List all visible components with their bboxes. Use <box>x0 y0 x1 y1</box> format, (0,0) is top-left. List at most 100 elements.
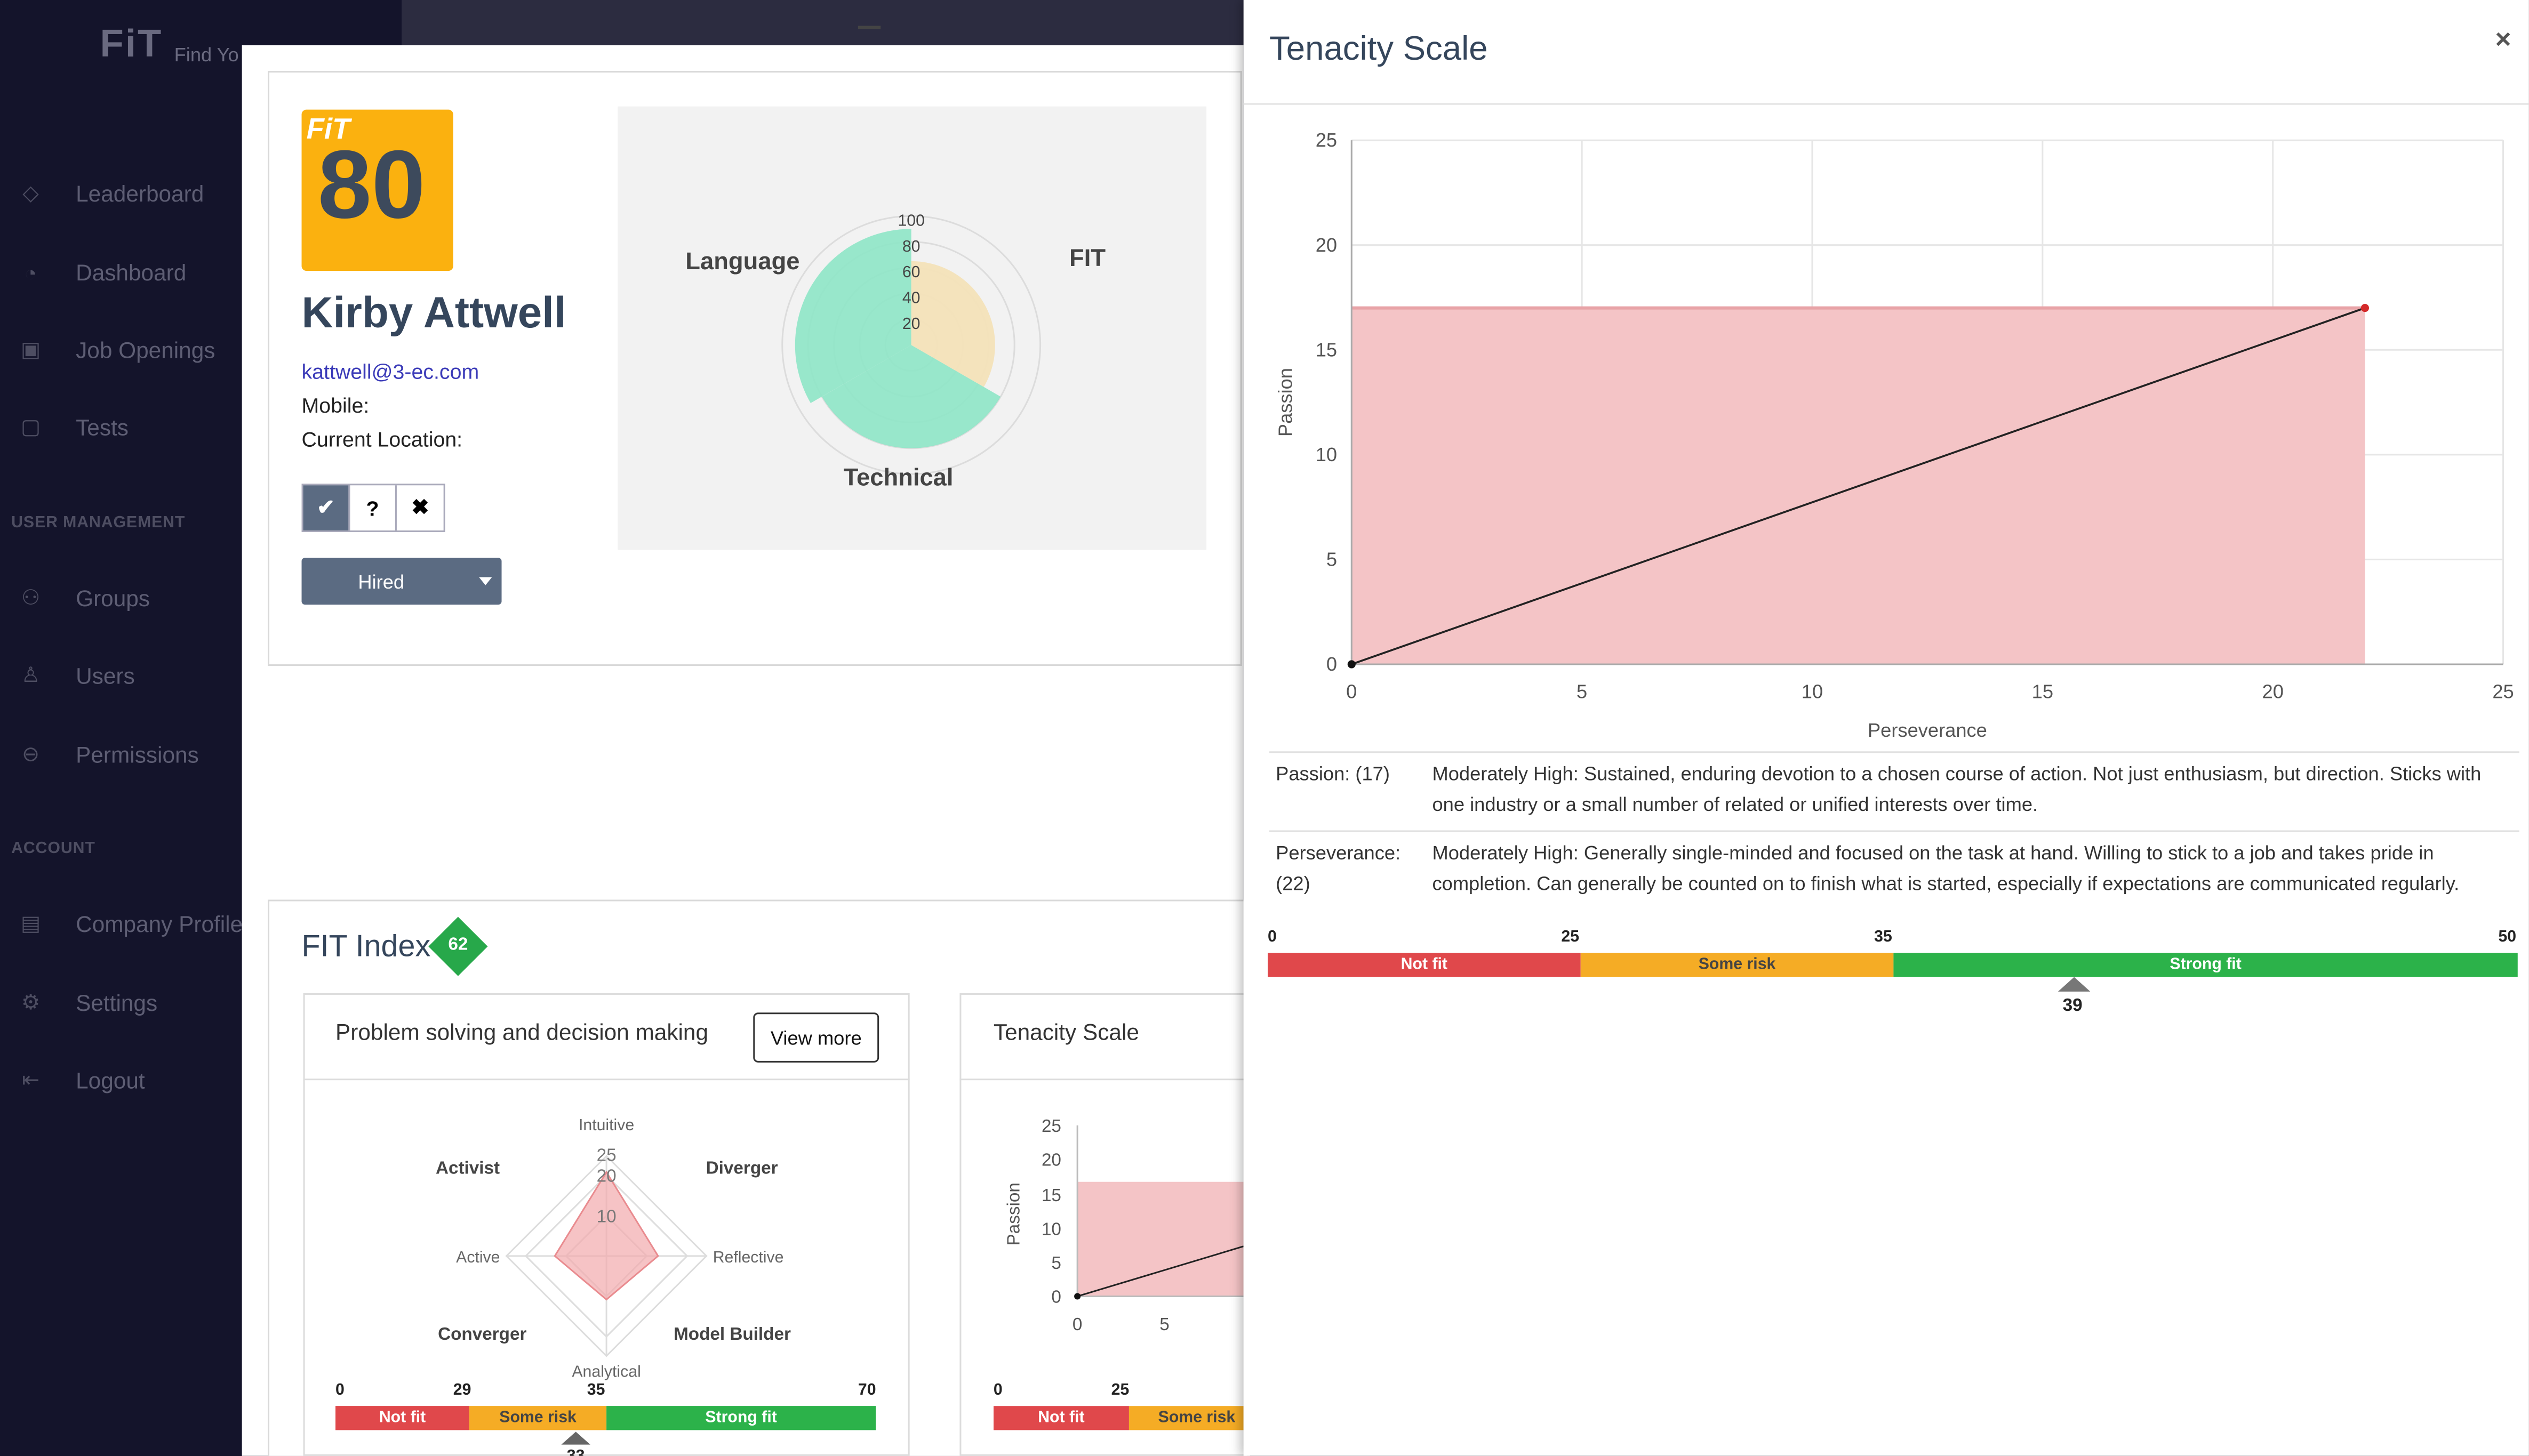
sidebar-item-label: Tests <box>76 414 129 440</box>
dashboard-icon: ◔ <box>24 260 37 285</box>
scale-tick: 50 <box>2498 928 2517 947</box>
quadrant-label-diverger: Diverger <box>706 1159 778 1178</box>
radar-area <box>554 1170 659 1301</box>
candidate-email-link[interactable]: kattwell@3-ec.com <box>301 359 479 384</box>
sidebar-item-settings[interactable]: ⚙ Settings <box>0 979 402 1027</box>
scale-tick: 0 <box>1268 928 1277 947</box>
radar-label-fit: FIT <box>1069 244 1106 271</box>
maybe-button[interactable]: ? <box>350 485 397 530</box>
radar-axis-label-active: Active <box>456 1249 500 1266</box>
x-tick-label: 25 <box>2492 680 2514 702</box>
scale-tick: 35 <box>1874 928 1892 947</box>
status-dropdown-value: Hired <box>358 570 405 593</box>
radar-label-language: Language <box>685 247 799 275</box>
sidebar-item-users[interactable]: ♙ Users <box>0 651 402 700</box>
app-logo-tagline: Find Yo <box>174 43 239 66</box>
quadrant-label-converger: Converger <box>438 1324 526 1344</box>
scale-segment-some-risk: Some risk <box>469 1406 607 1430</box>
fit-scale-bar: Not fit Some risk <box>993 1406 1244 1430</box>
modal-divider <box>1243 103 2529 105</box>
x-tick-label: 5 <box>1576 680 1587 702</box>
mini-y-axis-label: Passion <box>1004 1183 1023 1245</box>
reject-button[interactable]: ✖ <box>411 495 429 519</box>
status-dropdown[interactable]: Hired <box>301 558 502 605</box>
sidebar-item-label: Users <box>76 662 135 689</box>
x-tick-label: 0 <box>1346 680 1357 702</box>
sidebar-item-groups[interactable]: ⚇ Groups <box>0 574 402 623</box>
sidebar-item-dashboard[interactable]: ◔ Dashboard <box>0 248 402 297</box>
scale-tick: 35 <box>587 1381 605 1400</box>
sidebar-section-user-management: USER MANAGEMENT <box>11 514 186 532</box>
y-tick-label: 5 <box>1326 548 1337 570</box>
scale-marker-triangle <box>2058 977 2091 992</box>
y-axis-label: Passion <box>1274 368 1296 437</box>
description-value: Moderately High: Generally single-minded… <box>1432 841 2460 895</box>
tenacity-modal <box>1243 0 2529 1456</box>
logout-icon: ⇤ <box>21 1067 39 1092</box>
quadrant-label-activist: Activist <box>436 1159 500 1178</box>
scale-tick: 29 <box>453 1381 471 1400</box>
mini-y-tick: 0 <box>1051 1288 1061 1307</box>
problem-solving-title: Problem solving and decision making <box>335 1019 709 1045</box>
sidebar-item-company-profile[interactable]: ▤ Company Profile <box>0 900 402 948</box>
accept-button[interactable]: ✔ <box>303 485 350 530</box>
scale-segment-not-fit: Not fit <box>1268 953 1581 977</box>
lock-icon: ⊖ <box>21 742 39 766</box>
gear-icon: ⚙ <box>21 990 41 1015</box>
menu-icon[interactable] <box>858 26 881 29</box>
fit-scale-bar: Not fit Some risk Strong fit <box>335 1406 876 1430</box>
sidebar-item-tests[interactable]: ▢ Tests <box>0 403 402 452</box>
description-key: Passion: (17) <box>1276 762 1390 785</box>
scale-marker-icon: 39 <box>2058 977 2091 1014</box>
fit-index-badge: 62 <box>428 916 488 976</box>
sidebar-item-permissions[interactable]: ⊖ Permissions <box>0 730 402 779</box>
description-value: Moderately High: Sustained, enduring dev… <box>1432 762 2482 816</box>
scale-segment-some-risk: Some risk <box>1129 1406 1244 1430</box>
sidebar-item-leaderboard[interactable]: ◇ Leaderboard <box>0 170 402 218</box>
fit-index-score: 62 <box>448 935 468 955</box>
radar-tick-label: 40 <box>902 289 921 307</box>
app-logo: FiT <box>100 22 163 66</box>
mini-y-tick: 25 <box>1042 1116 1061 1136</box>
topbar <box>402 0 1244 45</box>
sidebar-item-label: Permissions <box>76 742 199 768</box>
data-point-score <box>2360 304 2370 312</box>
y-tick-label: 0 <box>1326 653 1337 675</box>
fit-scale-bar: Not fit Some risk Strong fit <box>1268 953 2518 977</box>
scale-tick: 25 <box>1561 928 1580 947</box>
fit-logo-text: FiT <box>306 112 350 146</box>
radar-tick-label: 80 <box>902 238 921 255</box>
sidebar-item-job-openings[interactable]: ▣ Job Openings <box>0 326 402 374</box>
sidebar-item-label: Logout <box>76 1067 145 1093</box>
radar-tick-label: 100 <box>898 212 924 229</box>
briefcase-icon: ▣ <box>20 337 41 361</box>
fit-index-title: FIT Index <box>301 930 431 964</box>
radar-axis-label-intuitive: Intuitive <box>579 1116 634 1134</box>
mini-y-tick: 20 <box>1042 1150 1061 1170</box>
problem-solving-radar: 25 20 10 Intuitive Reflective Analytical… <box>436 1116 791 1381</box>
mini-area <box>1077 1181 1244 1297</box>
description-key: Perseverance: (22) <box>1276 841 1401 895</box>
problem-solving-card-header <box>303 993 910 1081</box>
skills-radar-chart: 100 80 60 40 20 Language FIT Technical <box>685 212 1106 490</box>
scale-segment-not-fit: Not fit <box>993 1406 1129 1430</box>
scale-segment-strong-fit: Strong fit <box>606 1406 876 1430</box>
radar-segment-language <box>795 229 911 404</box>
tenacity-card-title: Tenacity Scale <box>993 1019 1139 1045</box>
sidebar-item-label: Settings <box>76 990 158 1016</box>
mini-x-tick: 5 <box>1159 1315 1170 1334</box>
radar-ring <box>505 1155 708 1357</box>
sidebar-item-label: Job Openings <box>76 337 215 363</box>
y-tick-label: 15 <box>1316 339 1337 360</box>
modal-title: Tenacity Scale <box>1269 30 1488 68</box>
mini-origin-point <box>1074 1293 1081 1300</box>
close-icon[interactable]: × <box>2495 24 2511 55</box>
radar-axis-label-analytical: Analytical <box>572 1363 641 1381</box>
mini-y-tick: 10 <box>1042 1220 1061 1240</box>
sidebar-item-logout[interactable]: ⇤ Logout <box>0 1056 402 1105</box>
scale-tick: 70 <box>858 1381 876 1400</box>
radar-tick-label: 20 <box>597 1167 617 1186</box>
diamond-icon: ◇ <box>22 180 39 205</box>
fit-score-value: 80 <box>317 130 426 239</box>
view-more-button[interactable]: View more <box>753 1012 879 1063</box>
